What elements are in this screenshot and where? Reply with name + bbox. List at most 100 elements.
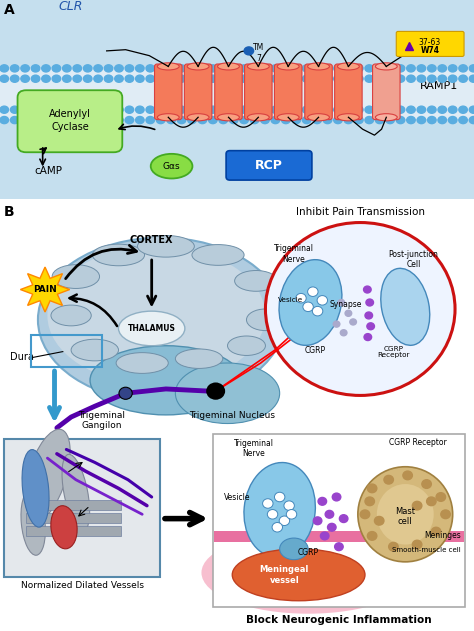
Circle shape <box>261 75 269 82</box>
Circle shape <box>156 65 165 72</box>
Ellipse shape <box>71 339 118 361</box>
Circle shape <box>188 75 196 82</box>
Circle shape <box>313 65 321 72</box>
Ellipse shape <box>25 429 70 522</box>
Text: Gαs: Gαs <box>163 162 181 170</box>
Circle shape <box>323 75 332 82</box>
Circle shape <box>365 75 374 82</box>
Circle shape <box>125 106 134 114</box>
Circle shape <box>167 106 175 114</box>
Circle shape <box>229 106 238 114</box>
Text: Dura: Dura <box>10 351 34 362</box>
Ellipse shape <box>244 463 315 557</box>
Circle shape <box>386 65 394 72</box>
Circle shape <box>323 106 332 114</box>
Circle shape <box>209 106 217 114</box>
FancyBboxPatch shape <box>274 64 302 120</box>
Circle shape <box>209 117 217 124</box>
Text: Vesicle: Vesicle <box>278 297 303 304</box>
Ellipse shape <box>247 114 269 121</box>
Circle shape <box>344 117 353 124</box>
Circle shape <box>52 106 61 114</box>
Circle shape <box>448 65 457 72</box>
Ellipse shape <box>151 154 192 179</box>
Circle shape <box>10 65 19 72</box>
Circle shape <box>313 106 321 114</box>
Circle shape <box>407 75 415 82</box>
Circle shape <box>21 106 29 114</box>
Circle shape <box>448 106 457 114</box>
Circle shape <box>83 65 92 72</box>
Text: TM
7: TM 7 <box>253 44 264 63</box>
Circle shape <box>412 501 422 510</box>
Circle shape <box>31 75 40 82</box>
Circle shape <box>240 117 248 124</box>
Ellipse shape <box>21 491 46 555</box>
Circle shape <box>292 65 301 72</box>
Circle shape <box>146 106 155 114</box>
Circle shape <box>21 75 29 82</box>
Circle shape <box>312 307 323 316</box>
Ellipse shape <box>235 271 277 292</box>
Circle shape <box>313 517 322 524</box>
Circle shape <box>229 65 238 72</box>
FancyBboxPatch shape <box>0 68 474 119</box>
Circle shape <box>188 106 196 114</box>
Circle shape <box>428 75 436 82</box>
Circle shape <box>206 382 225 400</box>
Ellipse shape <box>375 63 397 70</box>
Text: Trigeminal
Nerve: Trigeminal Nerve <box>234 439 273 458</box>
Circle shape <box>21 117 29 124</box>
Circle shape <box>364 286 371 293</box>
Circle shape <box>374 516 384 525</box>
Circle shape <box>407 117 415 124</box>
Circle shape <box>367 323 374 330</box>
Text: CGRP
Receptor: CGRP Receptor <box>377 346 410 358</box>
Circle shape <box>119 387 132 399</box>
FancyBboxPatch shape <box>155 64 182 120</box>
Circle shape <box>240 106 248 114</box>
Text: Normalized Dilated Vessels: Normalized Dilated Vessels <box>20 581 144 590</box>
Ellipse shape <box>308 63 329 70</box>
Text: Vesicle: Vesicle <box>224 493 250 502</box>
Text: Post-junction
Cell: Post-junction Cell <box>388 250 438 269</box>
Ellipse shape <box>232 549 365 601</box>
Circle shape <box>177 65 186 72</box>
Circle shape <box>350 319 356 325</box>
Circle shape <box>0 106 9 114</box>
FancyBboxPatch shape <box>26 514 121 523</box>
Text: Mast
cell: Mast cell <box>395 507 415 526</box>
Circle shape <box>156 106 165 114</box>
Circle shape <box>365 312 373 319</box>
Text: Meninges: Meninges <box>424 531 461 540</box>
Circle shape <box>265 223 455 396</box>
Circle shape <box>386 106 394 114</box>
Circle shape <box>344 65 353 72</box>
Circle shape <box>417 106 426 114</box>
Circle shape <box>104 75 113 82</box>
Circle shape <box>323 65 332 72</box>
Circle shape <box>250 117 259 124</box>
Circle shape <box>292 106 301 114</box>
Circle shape <box>177 75 186 82</box>
Circle shape <box>42 65 50 72</box>
Circle shape <box>83 75 92 82</box>
Circle shape <box>396 65 405 72</box>
Circle shape <box>320 532 329 540</box>
Circle shape <box>250 106 259 114</box>
Circle shape <box>367 531 377 540</box>
Circle shape <box>389 543 398 551</box>
Circle shape <box>286 510 297 519</box>
Circle shape <box>136 106 144 114</box>
Circle shape <box>332 493 341 501</box>
Circle shape <box>282 117 290 124</box>
Circle shape <box>328 523 336 531</box>
Circle shape <box>244 47 254 55</box>
Circle shape <box>279 516 290 526</box>
Circle shape <box>364 334 372 341</box>
Circle shape <box>365 106 374 114</box>
Circle shape <box>375 106 384 114</box>
Circle shape <box>167 75 175 82</box>
Circle shape <box>375 65 384 72</box>
Circle shape <box>31 106 40 114</box>
